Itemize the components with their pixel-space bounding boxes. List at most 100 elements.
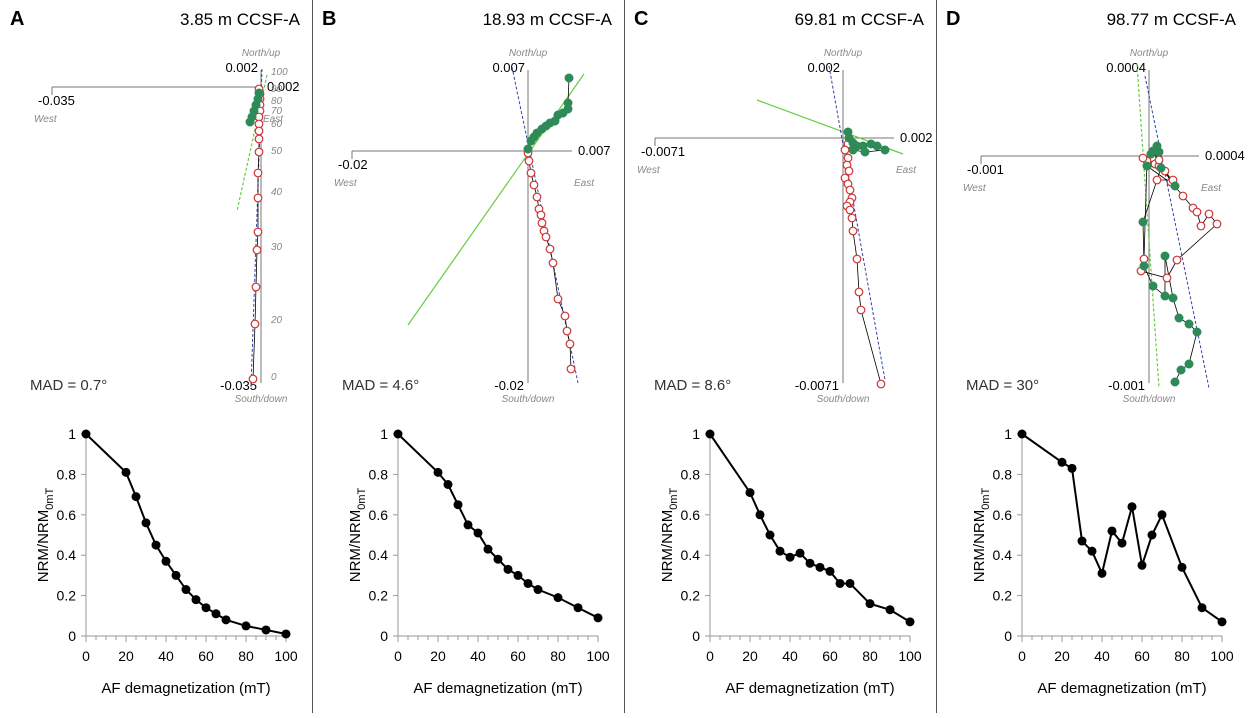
x-tick-label: 0 [1018,648,1026,664]
decay-point [1017,429,1027,439]
zij-horizontal-point [1148,146,1158,156]
zij-vertical-point [1172,255,1182,265]
zij-north-label: North/up [509,48,548,59]
y-tick-label: 1 [1004,426,1012,442]
x-tick-label: 40 [470,648,486,664]
zij-vertical-point [844,166,854,176]
y-tick-label: 0.4 [57,547,77,563]
decay-point [1157,510,1167,520]
x-axis-label: AF demagnetization (mT) [1037,680,1206,697]
zij-horizontal-point [848,145,858,155]
zij-horizontal-point [1156,163,1166,173]
zij-vertical-point [254,147,264,157]
x-tick-label: 20 [742,648,758,664]
panel-letter: D [946,8,960,30]
zij-horizontal-point [860,147,870,157]
x-axis-label: AF demagnetization (mT) [413,680,582,697]
zijderveld-plot: North/up South/down West East 0.007 -0.02 -0.0… [334,48,611,405]
y-tick-label: 0.2 [993,588,1013,604]
zij-right-tick-label: 0.002 [900,130,933,145]
decay-point [171,570,181,580]
zij-right-tick-label: 0.002 [267,79,300,94]
y-tick-label: 1 [692,426,700,442]
zij-bottom-tick: -0.001 [1108,378,1145,393]
zij-horizontal-point [1160,251,1170,261]
decay-point [573,603,583,613]
zij-vertical-point [248,374,258,384]
decay-point [1137,560,1147,570]
zij-horizontal-point [1192,327,1202,337]
y-tick-label: 0 [380,628,388,644]
zij-horizontal-point [1176,365,1186,375]
zij-vertical-point [253,168,263,178]
x-tick-label: 80 [550,648,566,664]
x-tick-label: 100 [1210,648,1234,664]
y-axis-label-subscript: 0mT [44,487,56,509]
decay-point [815,562,825,572]
zij-vertical-point [847,213,857,223]
panel-b: B 18.93 m CCSF-A North/up South/down West Eas… [312,0,624,713]
depth-label: 98.77 m CCSF-A [1107,10,1237,29]
zij-vertical-point [1204,209,1214,219]
zij-horizontal-point [1184,319,1194,329]
decay-line [85,433,287,635]
zij-horizontal-point [1170,377,1180,387]
panel-c: C 69.81 m CCSF-A North/up South/down West Eas… [624,0,936,713]
y-tick-label: 0.8 [681,466,701,482]
zij-horizontal-point [523,144,533,154]
zijderveld-plot: North/up South/down West East 0.002 -0.035 -0.… [30,48,300,405]
decay-point [765,530,775,540]
x-tick-label: 0 [706,648,714,664]
decay-point [1107,526,1117,536]
decay-point [1117,538,1127,548]
zij-vertical-point [536,210,546,220]
y-tick-label: 0.4 [681,547,701,563]
zij-vertical-point [856,305,866,315]
y-tick-label: 0.4 [993,547,1013,563]
decay-point [885,605,895,615]
y-axis-label-main: NRM/NRM [659,510,676,583]
zij-vertical-point [840,145,850,155]
zij-vertical-point [560,311,570,321]
zij-fit-line-horizontal [1136,63,1160,389]
decay-plot: 0 20 40 60 80 100 0 0.2 0.4 0.6 0.8 1 AF demagnetiza… [659,426,922,697]
x-tick-label: 40 [1094,648,1110,664]
zij-horizontal-point [245,117,255,127]
zij-vertical-point [251,282,261,292]
decay-point [1097,568,1107,578]
panel-letter: A [10,8,24,30]
x-tick-label: 0 [394,648,402,664]
zij-north-label: North/up [242,48,281,59]
zij-horizontal-point [880,145,890,155]
y-tick-label: 1 [68,426,76,442]
zij-horizontal-point [1138,217,1148,227]
zij-west-label: West [637,165,661,176]
zij-east-label: East [574,178,595,189]
zij-step-label: 0 [271,372,277,383]
zij-horizontal-point [1139,261,1149,271]
decay-point [241,621,251,631]
zij-west-label: West [34,114,58,125]
decay-point [523,578,533,588]
decay-point [775,546,785,556]
zij-vertical-point [254,126,264,136]
decay-point [131,492,141,502]
decay-line [1021,433,1223,623]
zij-vertical-point [852,254,862,264]
decay-plot: 0 20 40 60 80 100 0 0.2 0.4 0.6 0.8 1 AF demagnetiza… [971,426,1234,697]
zij-horizontal-point [872,141,882,151]
panel-divider [624,0,625,713]
decay-point [261,625,271,635]
zij-fit-line-vertical [1144,75,1210,389]
zij-vertical-point [1152,175,1162,185]
decay-point [463,520,473,530]
decay-point [1057,457,1067,467]
zij-vertical-point [1212,219,1222,229]
y-tick-label: 0 [1004,628,1012,644]
zij-horizontal-point [563,98,573,108]
decay-point [533,585,543,595]
x-tick-label: 80 [1174,648,1190,664]
zij-fit-line-horizontal [236,74,268,212]
zij-horizontal-point [1174,313,1184,323]
zij-step-label: 20 [270,315,283,326]
